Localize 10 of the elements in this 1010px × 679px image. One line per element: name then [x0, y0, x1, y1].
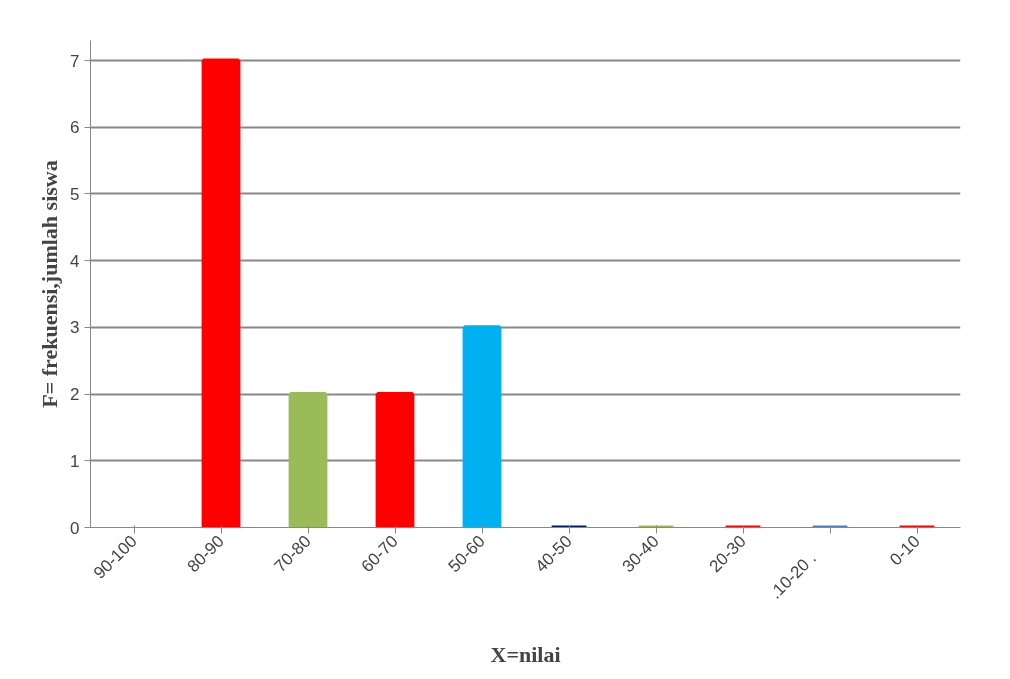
y-tick-label: 4 [70, 251, 80, 271]
y-tick-label: 5 [70, 184, 80, 204]
x-axis-title: X=nilai [490, 642, 561, 668]
y-tick-label: 6 [70, 118, 80, 138]
y-tick-label: 7 [70, 51, 80, 71]
y-tick-label: 0 [70, 518, 80, 538]
y-tick-label: 2 [70, 385, 80, 405]
y-axis-title: F= frekuensi,jumlah siswa [37, 160, 63, 408]
y-tick-label: 3 [70, 318, 80, 338]
y-tick-label: 1 [70, 451, 80, 471]
